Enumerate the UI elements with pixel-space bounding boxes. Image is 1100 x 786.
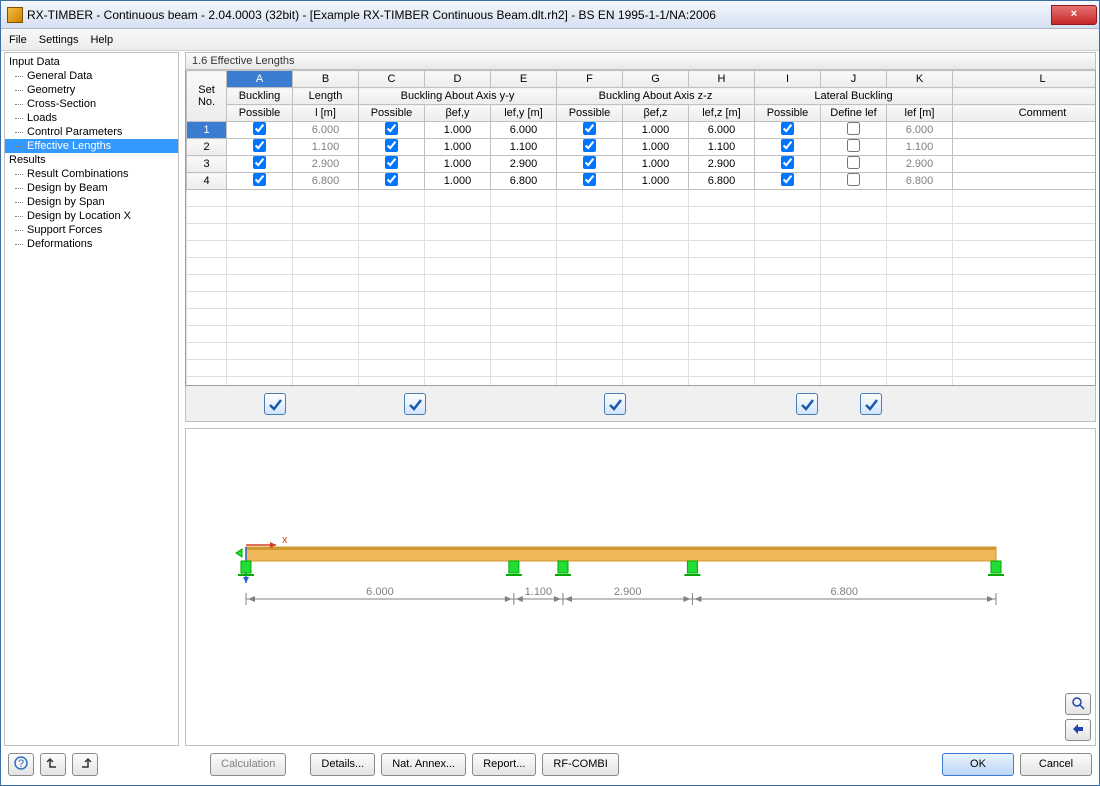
titlebar: RX-TIMBER - Continuous beam - 2.04.0003 …	[1, 1, 1099, 29]
footer: ? Calculation Details... Nat. Annex... R…	[4, 746, 1096, 782]
ok-button[interactable]: OK	[942, 753, 1014, 776]
svg-text:6.000: 6.000	[366, 586, 394, 598]
tree-head-results: Results	[5, 153, 178, 167]
tree-item[interactable]: Design by Beam	[5, 181, 178, 195]
column-toggle[interactable]	[796, 393, 818, 415]
cancel-button[interactable]: Cancel	[1020, 753, 1092, 776]
preview-tool-1[interactable]	[1065, 693, 1091, 715]
tree-item[interactable]: Loads	[5, 111, 178, 125]
svg-text:6.800: 6.800	[830, 586, 858, 598]
nav-next-button[interactable]	[72, 753, 98, 776]
calculation-button[interactable]: Calculation	[210, 753, 286, 776]
report-button[interactable]: Report...	[472, 753, 536, 776]
checkbox[interactable]	[253, 139, 266, 152]
checkbox[interactable]	[253, 122, 266, 135]
checkbox[interactable]	[253, 173, 266, 186]
svg-text:1.100: 1.100	[525, 586, 553, 598]
checkbox[interactable]	[385, 173, 398, 186]
checkbox[interactable]	[847, 139, 860, 152]
tree-item[interactable]: Design by Location X	[5, 209, 178, 223]
checkbox[interactable]	[385, 122, 398, 135]
rf-combi-button[interactable]: RF-COMBI	[542, 753, 618, 776]
svg-text:?: ?	[18, 758, 24, 770]
checkbox[interactable]	[781, 173, 794, 186]
nav-prev-button[interactable]	[40, 753, 66, 776]
tree-item[interactable]: Design by Span	[5, 195, 178, 209]
app-icon	[7, 7, 23, 23]
grid[interactable]: SetNo.ABCDEFGHIJKLBucklingLengthBuckling…	[185, 70, 1096, 386]
checkbox[interactable]	[781, 156, 794, 169]
nat-annex-button[interactable]: Nat. Annex...	[381, 753, 466, 776]
menubar: File Settings Help	[1, 29, 1099, 51]
checkbox[interactable]	[583, 156, 596, 169]
checkbox[interactable]	[847, 173, 860, 186]
checkbox[interactable]	[781, 139, 794, 152]
column-toggle[interactable]	[604, 393, 626, 415]
column-toggle[interactable]	[404, 393, 426, 415]
checkbox[interactable]	[583, 122, 596, 135]
table-row[interactable]: 46.8001.0006.8001.0006.8006.800	[187, 173, 1097, 190]
table-row[interactable]: 21.1001.0001.1001.0001.1001.100	[187, 139, 1097, 156]
nav-tree[interactable]: Input Data General DataGeometryCross-Sec…	[4, 52, 179, 746]
tree-item[interactable]: Effective Lengths	[5, 139, 178, 153]
close-button[interactable]: ×	[1051, 5, 1097, 25]
checkbox[interactable]	[847, 122, 860, 135]
tree-item[interactable]: Result Combinations	[5, 167, 178, 181]
svg-text:2.900: 2.900	[614, 586, 642, 598]
menu-file[interactable]: File	[9, 34, 27, 46]
beam-preview: x 6.000 1.100 2.900 6.800	[185, 428, 1096, 746]
checkbox[interactable]	[583, 139, 596, 152]
tree-item[interactable]: Deformations	[5, 237, 178, 251]
svg-text:x: x	[282, 534, 288, 546]
menu-help[interactable]: Help	[90, 34, 113, 46]
tree-item[interactable]: General Data	[5, 69, 178, 83]
checkbox[interactable]	[847, 156, 860, 169]
column-toggle[interactable]	[860, 393, 882, 415]
checkbox[interactable]	[583, 173, 596, 186]
table-row[interactable]: 16.0001.0006.0001.0006.0006.000	[187, 122, 1097, 139]
checkbox[interactable]	[781, 122, 794, 135]
tree-item[interactable]: Cross-Section	[5, 97, 178, 111]
help-button[interactable]: ?	[8, 753, 34, 776]
menu-settings[interactable]: Settings	[39, 34, 79, 46]
table-row[interactable]: 32.9001.0002.9001.0002.9002.900	[187, 156, 1097, 173]
checkbox[interactable]	[385, 139, 398, 152]
checkbox[interactable]	[385, 156, 398, 169]
column-toggle[interactable]	[264, 393, 286, 415]
checkbox[interactable]	[253, 156, 266, 169]
details-button[interactable]: Details...	[310, 753, 375, 776]
window-title: RX-TIMBER - Continuous beam - 2.04.0003 …	[27, 8, 1051, 22]
tree-item[interactable]: Geometry	[5, 83, 178, 97]
preview-tool-2[interactable]	[1065, 719, 1091, 741]
tree-item[interactable]: Support Forces	[5, 223, 178, 237]
column-toggle-row	[185, 386, 1096, 422]
section-title: 1.6 Effective Lengths	[185, 52, 1096, 70]
tree-head-input: Input Data	[5, 55, 178, 69]
tree-item[interactable]: Control Parameters	[5, 125, 178, 139]
